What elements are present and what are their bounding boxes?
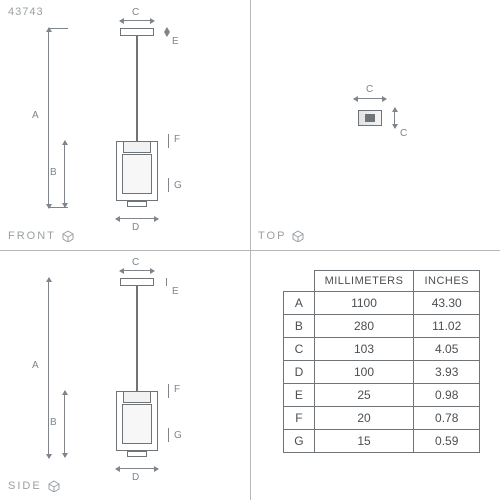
side-text: SIDE	[8, 480, 42, 492]
dim-G: G	[164, 178, 184, 198]
top-label: TOP	[258, 230, 304, 242]
dimensions-table: MILLIMETERS INCHES A110043.30 B28011.02 …	[283, 270, 480, 453]
top-dim-C-h: C	[354, 90, 386, 104]
cube-icon	[62, 230, 74, 242]
base	[127, 451, 147, 457]
table-row: A110043.30	[284, 292, 480, 315]
front-drawing: A B C D	[70, 28, 190, 228]
col-mm: MILLIMETERS	[314, 271, 414, 292]
table-header-row: MILLIMETERS INCHES	[284, 271, 480, 292]
canopy	[120, 278, 154, 286]
top-cell: C C TOP	[250, 0, 500, 250]
table-row: C1034.05	[284, 338, 480, 361]
dim-G: G	[164, 428, 184, 448]
dim-B: B	[52, 141, 76, 207]
dim-D: D	[116, 462, 158, 478]
base	[127, 201, 147, 207]
shade-inner	[122, 404, 152, 444]
side-drawing: A B C D E	[70, 278, 190, 478]
table-blank	[284, 271, 314, 292]
canopy	[120, 28, 154, 36]
front-label: FRONT	[8, 230, 74, 242]
front-text: FRONT	[8, 230, 56, 242]
side-label: SIDE	[8, 480, 60, 492]
shade-top	[123, 141, 151, 153]
table-row: F200.78	[284, 407, 480, 430]
side-cell: A B C D E	[0, 250, 250, 500]
col-in: INCHES	[414, 271, 480, 292]
shade-top	[123, 391, 151, 403]
table-row: E250.98	[284, 384, 480, 407]
cube-icon	[292, 230, 304, 242]
dim-D: D	[116, 212, 158, 228]
top-text: TOP	[258, 230, 286, 242]
model-number: 43743	[8, 6, 44, 18]
table-cell: MILLIMETERS INCHES A110043.30 B28011.02 …	[250, 250, 500, 500]
table-row: G150.59	[284, 430, 480, 453]
top-drawing: C C	[310, 92, 430, 152]
cube-icon	[48, 480, 60, 492]
cord	[136, 286, 138, 391]
dim-C: C	[120, 260, 154, 276]
dim-F: F	[164, 384, 184, 404]
shade-inner	[122, 154, 152, 194]
top-dim-C-v: C	[390, 108, 406, 130]
dim-C: C	[120, 10, 154, 26]
dim-F: F	[164, 134, 184, 154]
dim-E: E	[162, 278, 182, 292]
dim-E: E	[162, 28, 182, 42]
dim-B: B	[52, 391, 76, 457]
table-row: B28011.02	[284, 315, 480, 338]
cord	[136, 36, 138, 141]
divider-horizontal	[0, 250, 500, 251]
table-row: D1003.93	[284, 361, 480, 384]
front-cell: 43743 A B	[0, 0, 250, 250]
top-inner	[365, 114, 375, 122]
